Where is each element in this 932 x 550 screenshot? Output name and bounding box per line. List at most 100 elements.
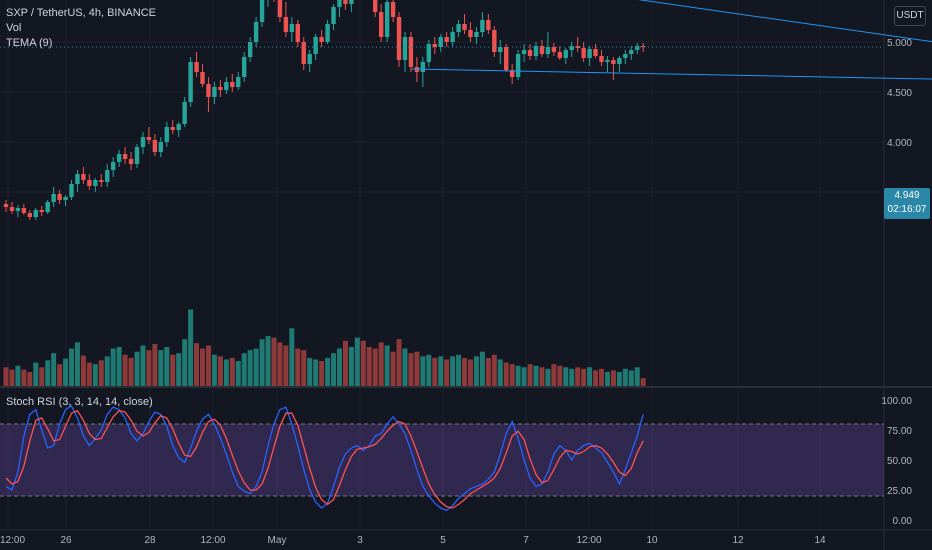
candle-body — [57, 194, 62, 200]
candle-body — [63, 197, 68, 200]
candle-body — [87, 180, 92, 186]
volume-bar — [69, 348, 75, 386]
candle-body — [569, 46, 574, 50]
candle-body — [504, 47, 509, 70]
candle-body — [521, 50, 527, 54]
volume-bar — [581, 368, 587, 386]
volume-bar — [80, 355, 86, 386]
candle-body — [93, 180, 98, 186]
candle-body — [15, 208, 21, 211]
volume-bar — [366, 347, 372, 386]
candle-body — [319, 37, 324, 42]
candle-body — [575, 46, 580, 48]
candle-body — [170, 127, 175, 130]
volume-bar — [384, 345, 390, 386]
volume-bar — [462, 357, 468, 386]
candle-body — [236, 77, 241, 87]
volume-legend[interactable]: Vol — [6, 22, 22, 34]
rsi-tick-label: 75.00 — [887, 426, 912, 437]
volume-bar — [110, 348, 116, 386]
candle-body — [498, 47, 503, 52]
candle-body — [164, 127, 169, 142]
volume-bar — [74, 342, 80, 386]
candle-body — [587, 49, 592, 58]
candle-body — [69, 184, 74, 197]
currency-badge[interactable]: USDT — [894, 6, 926, 26]
time-tick-label: 10 — [646, 535, 658, 546]
volume-bar — [92, 364, 98, 386]
stoch-rsi-d-line — [5, 409, 644, 509]
volume-bar — [86, 362, 92, 386]
price-tick-label: 5.000 — [887, 38, 912, 49]
volume-bar — [146, 350, 152, 386]
candle-body — [45, 202, 50, 212]
volume-bar — [527, 364, 533, 386]
volume-bar — [491, 354, 497, 386]
price-tick-label: 4.500 — [887, 88, 912, 99]
candle-body — [212, 87, 217, 97]
candle-body — [21, 208, 27, 213]
candle-body — [492, 30, 497, 52]
volume-bar — [289, 328, 295, 386]
candle-body — [450, 32, 455, 42]
volume-bar — [503, 362, 509, 386]
volume-bar — [342, 340, 348, 386]
volume-bar — [277, 342, 283, 386]
volume-bar — [45, 360, 51, 386]
candle-body — [140, 137, 146, 147]
time-tick-label: 26 — [60, 535, 72, 546]
volume-bar — [319, 361, 325, 386]
volume-bar — [426, 354, 432, 386]
stoch-rsi-k-line — [5, 405, 644, 512]
bar-countdown: 02:16:07 — [887, 204, 927, 215]
volume-bar — [116, 347, 122, 386]
candle-body — [384, 2, 390, 37]
time-tick-label: May — [268, 535, 287, 546]
rsi-tick-label: 25.00 — [887, 486, 912, 497]
candle-body — [438, 37, 443, 47]
candle-body — [152, 140, 158, 152]
rsi-tick-label: 50.00 — [887, 456, 912, 467]
candle-body — [122, 154, 128, 159]
stoch-rsi-legend[interactable]: Stoch RSI (3, 3, 14, 14, close) — [6, 396, 153, 408]
tema-legend[interactable]: TEMA (9) — [6, 37, 53, 49]
volume-bar — [485, 357, 491, 386]
volume-bar — [479, 351, 485, 386]
last-price-tag: 4.949 02:16:07 — [884, 188, 930, 219]
candle-body — [283, 17, 289, 32]
volume-bar — [432, 357, 438, 386]
volume-bar — [235, 361, 241, 386]
candle-body — [116, 154, 122, 162]
candle-body — [396, 17, 402, 60]
candle-body — [378, 12, 384, 37]
volume-bar — [39, 367, 45, 386]
rsi-tick-label: 100.00 — [881, 396, 912, 407]
candle-body — [110, 162, 116, 170]
volume-bar — [331, 353, 337, 386]
candle-body — [432, 44, 437, 47]
volume-bar — [104, 356, 110, 386]
volume-bar — [634, 367, 640, 386]
symbol-title[interactable]: SXP / TetherUS, 4h, BINANCE — [6, 7, 156, 19]
candle-body — [462, 24, 467, 30]
candle-body — [581, 48, 586, 58]
volume-bar — [259, 339, 265, 386]
volume-bar — [473, 356, 479, 386]
volume-bar — [610, 370, 616, 386]
candle-body — [289, 24, 295, 32]
volume-bar — [63, 358, 69, 386]
volume-bar — [325, 357, 331, 386]
volume-bar — [587, 367, 593, 386]
candle-body — [444, 37, 449, 42]
volume-bar — [557, 365, 563, 386]
volume-bar — [307, 357, 313, 386]
price-tick-label: 4.000 — [887, 138, 912, 149]
candle-body — [623, 54, 628, 58]
volume-bar — [283, 345, 289, 386]
candle-body — [611, 60, 616, 64]
candle-body — [480, 20, 485, 32]
volume-bar — [348, 347, 354, 386]
volume-bar — [217, 356, 223, 386]
candle-body — [176, 124, 181, 130]
